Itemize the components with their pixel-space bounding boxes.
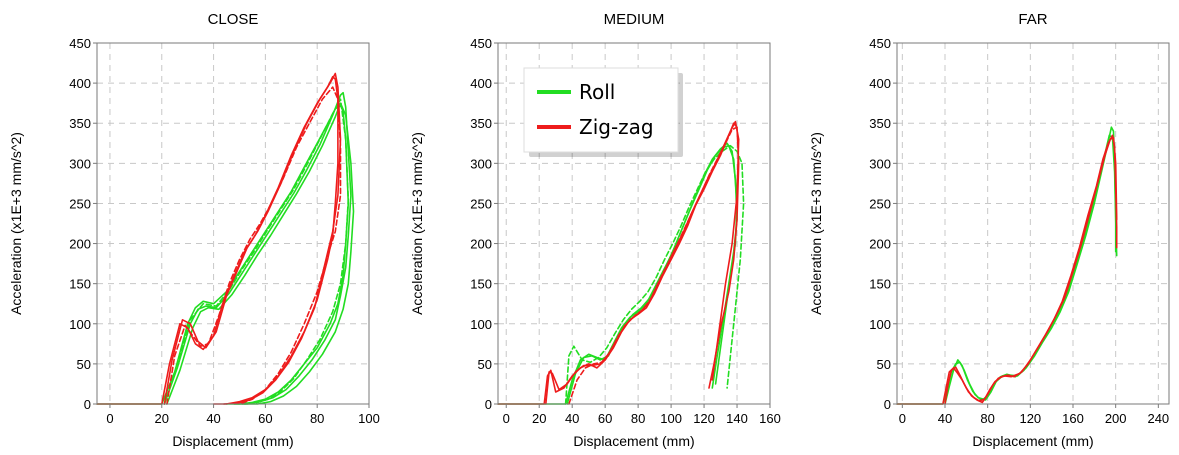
x-tick-label: 240	[1147, 411, 1169, 426]
series-line-zig-zag	[497, 122, 740, 405]
chart-panel-medium: 0 20 40 60 80 100 120 140 160 0 50 100 150 200 250 300 3…	[409, 11, 781, 449]
x-tick-label: 60	[598, 411, 612, 426]
x-tick-label: 80	[631, 411, 645, 426]
x-tick-label: 60	[258, 411, 272, 426]
x-tick-label: 160	[1062, 411, 1084, 426]
y-tick-label: 0	[84, 397, 91, 412]
x-axis-title: Displacement (mm)	[972, 433, 1093, 449]
series-line-zig-zag	[163, 72, 342, 405]
x-axis-title: Displacement (mm)	[172, 433, 293, 449]
y-tick-label: 400	[470, 76, 492, 91]
chart-title: MEDIUM	[604, 11, 665, 28]
series-line-zig-zag	[896, 134, 1118, 405]
y-tick-label: 150	[869, 277, 891, 292]
x-tick-label: 20	[155, 411, 169, 426]
series-line-roll	[166, 102, 355, 405]
x-tick-label: 0	[503, 411, 510, 426]
legend-label-roll: Roll	[579, 80, 615, 104]
x-tick-label: 0	[106, 411, 113, 426]
chart-panel-close: 0 20 40 60 80 100 0 50 100 150 200 250 300 350 400 450 C…	[8, 11, 380, 449]
plot-area-frame	[896, 42, 1170, 405]
y-tick-label: 250	[470, 196, 492, 211]
x-tick-label: 0	[899, 411, 906, 426]
x-tick-label: 80	[310, 411, 324, 426]
y-tick-label: 350	[869, 116, 891, 131]
x-tick-label: 20	[532, 411, 546, 426]
series-line-roll	[96, 104, 350, 405]
y-axis-title: Acceleration (x1E+3 mm/s^2)	[808, 132, 824, 315]
y-tick-label: 200	[69, 237, 91, 252]
legend-box	[523, 67, 679, 153]
series-line-zig-zag	[96, 75, 339, 405]
y-tick-label: 100	[869, 317, 891, 332]
y-tick-label: 300	[69, 156, 91, 171]
y-tick-label: 0	[485, 397, 492, 412]
series-line-zig-zag	[166, 86, 342, 405]
plot-area-frame	[497, 42, 771, 405]
x-tick-label: 40	[938, 411, 952, 426]
y-tick-label: 200	[470, 237, 492, 252]
series-line-roll	[163, 98, 350, 405]
x-tick-label: 40	[565, 411, 579, 426]
chart-title: FAR	[1018, 11, 1047, 28]
y-tick-label: 250	[869, 196, 891, 211]
y-tick-label: 150	[470, 277, 492, 292]
series-line-zig-zag	[568, 126, 738, 405]
chart-title: CLOSE	[208, 11, 259, 28]
series-line-roll	[896, 126, 1117, 405]
y-tick-label: 450	[869, 36, 891, 51]
y-tick-label: 450	[470, 36, 492, 51]
series-line-roll	[163, 91, 352, 405]
x-tick-label: 80	[980, 411, 994, 426]
x-tick-label: 120	[693, 411, 715, 426]
x-tick-label: 100	[660, 411, 682, 426]
legend: Roll Zig-zag	[523, 67, 683, 157]
y-tick-label: 300	[869, 156, 891, 171]
legend-label-zig-zag: Zig-zag	[579, 115, 654, 139]
y-tick-label: 350	[470, 116, 492, 131]
x-tick-label: 40	[206, 411, 220, 426]
y-tick-label: 100	[470, 317, 492, 332]
y-tick-label: 450	[69, 36, 91, 51]
y-tick-label: 400	[869, 76, 891, 91]
y-tick-label: 400	[69, 76, 91, 91]
y-tick-label: 200	[869, 237, 891, 252]
y-tick-label: 50	[478, 357, 492, 372]
y-tick-label: 50	[77, 357, 91, 372]
series-line-zig-zag	[944, 136, 1118, 405]
y-tick-label: 100	[69, 317, 91, 332]
y-tick-label: 250	[69, 196, 91, 211]
x-tick-label: 200	[1105, 411, 1127, 426]
x-tick-label: 120	[1019, 411, 1041, 426]
x-axis-title: Displacement (mm)	[573, 433, 694, 449]
x-tick-label: 100	[358, 411, 380, 426]
y-tick-label: 50	[877, 357, 891, 372]
plot-area-frame	[96, 42, 370, 405]
y-tick-label: 350	[69, 116, 91, 131]
y-tick-label: 150	[69, 277, 91, 292]
y-tick-label: 0	[884, 397, 891, 412]
x-tick-label: 140	[726, 411, 748, 426]
x-tick-label: 160	[759, 411, 781, 426]
series-line-roll	[564, 144, 745, 405]
y-axis-title: Acceleration (x1E+3 mm/s^2)	[8, 132, 24, 315]
y-axis-title: Acceleration (x1E+3 mm/s^2)	[409, 132, 425, 315]
chart-panel-far: 0 40 80 120 160 200 240 0 50 100 150 200 250 300 350 40…	[808, 11, 1170, 449]
y-tick-label: 300	[470, 156, 492, 171]
